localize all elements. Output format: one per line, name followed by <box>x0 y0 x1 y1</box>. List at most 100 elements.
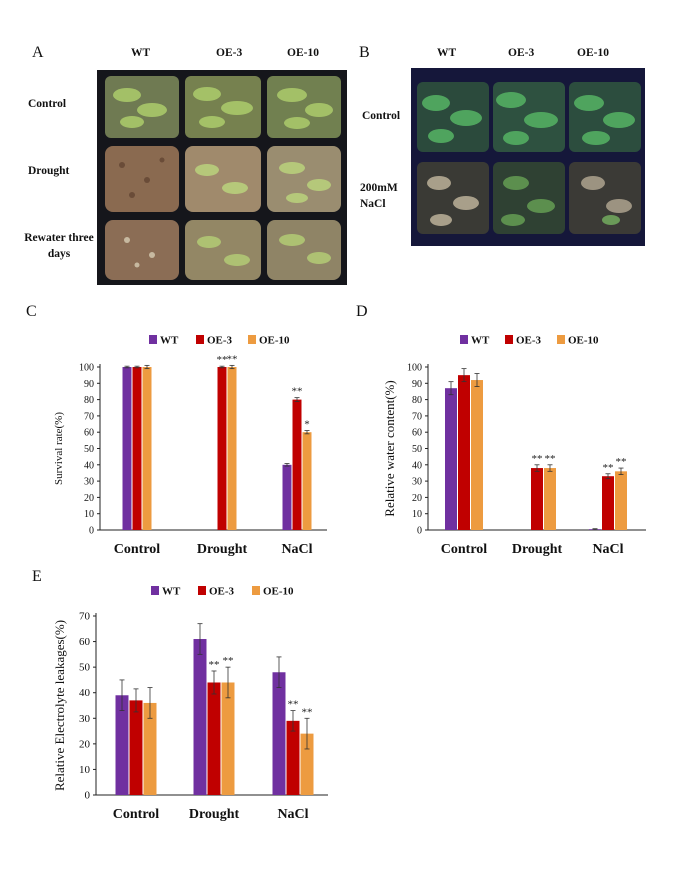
chart-d-y-tick-label: 90 <box>412 379 422 390</box>
panel-letter-d: D <box>356 303 368 320</box>
panel-letter-b: B <box>359 44 370 61</box>
panel-letter-e: E <box>32 568 42 585</box>
chart-e-significance-mark: ** <box>288 699 299 711</box>
chart-d-y-axis-label: Relative water content(%) <box>382 380 397 516</box>
chart-d-bar-oe-3 <box>531 468 543 530</box>
chart-c-bar-oe-10 <box>302 432 312 530</box>
chart-d-significance-mark: ** <box>532 453 543 465</box>
panel-b-column-oe3: OE-3 <box>508 47 535 59</box>
chart-e-significance-mark: ** <box>209 659 220 671</box>
chart-e-y-tick-label: 50 <box>79 662 91 674</box>
chart-e-category-label: Control <box>113 807 160 822</box>
chart-c-y-tick-label: 10 <box>84 509 94 520</box>
chart-c-category-label: Drought <box>197 542 248 557</box>
panel-a-row-control: Control <box>28 98 67 110</box>
panel-a-column-wt: WT <box>131 47 151 59</box>
panel-b-column-wt: WT <box>437 47 457 59</box>
chart-c-legend-swatch-1 <box>196 335 204 344</box>
chart-c-bar-oe-3 <box>217 367 227 530</box>
chart-c-bar-wt <box>122 367 132 530</box>
chart-c-legend-label-2: OE-10 <box>259 335 290 347</box>
chart-e-bar-oe-10 <box>143 702 157 795</box>
chart-d-bar-oe-10 <box>615 471 627 530</box>
chart-d-y-tick-label: 20 <box>412 493 422 504</box>
chart-c-significance-mark: ** <box>227 353 238 365</box>
chart-e-y-axis-label: Relative Electrolyte leakages(%) <box>52 620 67 791</box>
chart-c-y-tick-label: 90 <box>84 379 94 390</box>
chart-e-y-tick-label: 20 <box>79 738 91 750</box>
panel-a-row-drought: Drought <box>28 165 70 177</box>
chart-c-y-tick-label: 20 <box>84 493 94 504</box>
chart-e-legend-label-1: OE-3 <box>209 586 235 598</box>
chart-d-legend-label-1: OE-3 <box>516 335 542 347</box>
chart-d-significance-mark: ** <box>603 462 614 474</box>
chart-d-legend-swatch-0 <box>460 335 468 344</box>
chart-c-bar-oe-10 <box>142 367 152 530</box>
chart-e-legend-swatch-2 <box>252 586 260 595</box>
chart-e-y-tick-label: 0 <box>85 790 91 802</box>
chart-c-y-tick-label: 60 <box>84 428 94 439</box>
chart-d-category-label: NaCl <box>592 542 623 557</box>
panel-b-plant-photo <box>411 68 645 246</box>
chart-d-legend-label-2: OE-10 <box>568 335 599 347</box>
chart-d-legend-swatch-2 <box>557 335 565 344</box>
chart-c-significance-mark: * <box>304 419 310 431</box>
panel-a-column-oe3: OE-3 <box>216 47 243 59</box>
chart-e-category-label: Drought <box>189 807 240 822</box>
chart-d-y-tick-label: 70 <box>412 411 422 422</box>
chart-c-category-label: Control <box>114 542 161 557</box>
chart-e-bar-wt <box>272 672 286 795</box>
panel-a-row-rewater: Rewater three days <box>24 232 94 260</box>
chart-c-y-tick-label: 40 <box>84 460 94 471</box>
chart-d-y-tick-label: 10 <box>412 509 422 520</box>
chart-e-category-label: NaCl <box>277 807 308 822</box>
panel-b-row-control: Control <box>362 110 401 122</box>
chart-d-category-label: Control <box>441 542 488 557</box>
chart-e-significance-mark: ** <box>302 706 313 718</box>
chart-d-y-tick-label: 40 <box>412 460 422 471</box>
panel-b-column-oe10: OE-10 <box>577 47 609 59</box>
chart-c-bar-oe-3 <box>292 399 302 530</box>
chart-e-significance-mark: ** <box>223 655 234 667</box>
chart-e-bar-wt <box>115 695 129 795</box>
panel-letter-c: C <box>26 303 37 320</box>
chart-c-category-label: NaCl <box>281 542 312 557</box>
chart-c-y-tick-label: 100 <box>79 363 94 374</box>
chart-d-significance-mark: ** <box>545 453 556 465</box>
chart-c-bar-oe-10 <box>227 367 237 530</box>
chart-e-bar-wt <box>193 639 207 795</box>
chart-c-legend-label-1: OE-3 <box>207 335 233 347</box>
chart-d-bar-oe-10 <box>544 468 556 530</box>
chart-c-legend-label-0: WT <box>160 335 179 347</box>
chart-d-bar-oe-3 <box>602 476 614 530</box>
chart-c-y-axis-label: Survival rate(%) <box>53 412 65 485</box>
chart-d-legend-label-0: WT <box>471 335 490 347</box>
chart-e-legend-swatch-0 <box>151 586 159 595</box>
chart-d-category-label: Drought <box>512 542 563 557</box>
chart-c-bar-wt <box>282 464 292 530</box>
chart-d-y-tick-label: 0 <box>417 526 422 537</box>
chart-d-y-tick-label: 80 <box>412 395 422 406</box>
chart-e-legend-label-2: OE-10 <box>263 586 294 598</box>
chart-e-y-tick-label: 70 <box>79 611 91 623</box>
chart-d-bar-oe-3 <box>458 375 470 530</box>
panel-b-row-nacl: 200mM NaCl <box>360 182 398 210</box>
chart-e-y-tick-label: 10 <box>79 764 91 776</box>
chart-d-bar-oe-10 <box>471 380 483 530</box>
chart-c-legend-swatch-2 <box>248 335 256 344</box>
chart-d-legend-swatch-1 <box>505 335 513 344</box>
chart-e-legend-swatch-1 <box>198 586 206 595</box>
chart-c-significance-mark: ** <box>217 354 228 366</box>
chart-d-bar-wt <box>445 388 457 530</box>
chart-d-y-tick-label: 100 <box>407 363 422 374</box>
chart-e-y-tick-label: 60 <box>79 636 91 648</box>
chart-d-y-tick-label: 50 <box>412 444 422 455</box>
chart-e-legend-label-0: WT <box>162 586 181 598</box>
chart-e-y-tick-label: 40 <box>79 687 91 699</box>
panel-letter-a: A <box>32 44 44 61</box>
chart-c-significance-mark: ** <box>292 386 303 398</box>
chart-e-bar-oe-10 <box>221 682 235 795</box>
chart-c-y-tick-label: 80 <box>84 395 94 406</box>
chart-c-legend-swatch-0 <box>149 335 157 344</box>
